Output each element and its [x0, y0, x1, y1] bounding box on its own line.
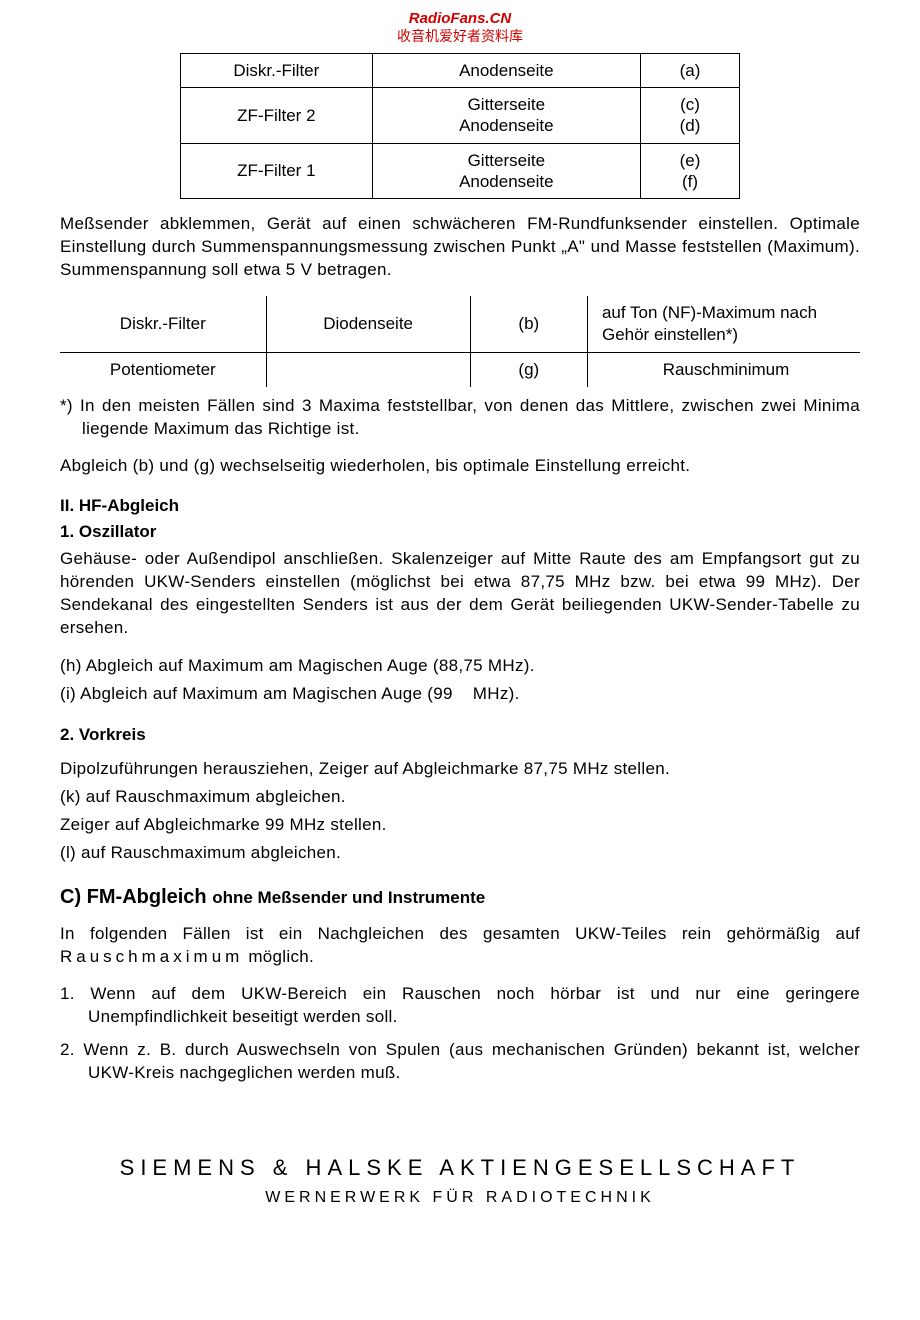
section-c-subtitle: ohne Meßsender und Instrumente: [212, 888, 485, 907]
footer-company: SIEMENS & HALSKE AKTIENGESELLSCHAFT: [60, 1155, 860, 1181]
section-c-item-1: 1. Wenn auf dem UKW-Bereich ein Rauschen…: [60, 983, 860, 1029]
cell: GitterseiteAnodenseite: [372, 88, 640, 144]
cell: (b): [470, 296, 587, 353]
paragraph-1: Meßsender abklemmen, Gerät auf einen sch…: [60, 213, 860, 282]
filter-table-1: Diskr.-Filter Anodenseite (a) ZF-Filter …: [180, 53, 740, 199]
heading-vorkreis: 2. Vorkreis: [60, 725, 860, 745]
paragraph-2: Abgleich (b) und (g) wechselseitig wiede…: [60, 455, 860, 478]
watermark: RadioFans.CN 收音机爱好者资料库: [60, 10, 860, 45]
document-page: RadioFans.CN 收音机爱好者资料库 Diskr.-Filter Ano…: [0, 0, 920, 1247]
heading-hf-abgleich: II. HF-Abgleich: [60, 496, 860, 516]
cell: (c)(d): [640, 88, 739, 144]
intro-spaced: Rauschmaximum: [60, 947, 243, 966]
cell: Rauschminimum: [587, 353, 860, 388]
oszillator-text: Gehäuse- oder Außendipol anschließen. Sk…: [60, 548, 860, 640]
cell: auf Ton (NF)-Maximum nach Gehör einstell…: [587, 296, 860, 353]
footer: SIEMENS & HALSKE AKTIENGESELLSCHAFT WERN…: [60, 1155, 860, 1207]
intro-post: möglich.: [243, 947, 314, 966]
cell: Diskr.-Filter: [60, 296, 266, 353]
footer-division: WERNERWERK FÜR RADIOTECHNIK: [60, 1189, 860, 1207]
intro-pre: In folgenden Fällen ist ein Nachgleichen…: [60, 924, 860, 943]
cell: (e)(f): [640, 143, 739, 199]
watermark-line1: RadioFans.CN: [60, 10, 860, 28]
cell: Diskr.-Filter: [181, 53, 373, 87]
watermark-line2: 收音机爱好者资料库: [60, 28, 860, 45]
table-row: ZF-Filter 1 GitterseiteAnodenseite (e)(f…: [181, 143, 740, 199]
section-c-title: C) FM-Abgleich: [60, 886, 207, 908]
section-c-intro: In folgenden Fällen ist ein Nachgleichen…: [60, 923, 860, 969]
vorkreis-line-4: (l) auf Rauschmaximum abgleichen.: [60, 841, 860, 865]
table-row: Potentiometer (g) Rauschminimum: [60, 353, 860, 388]
vorkreis-line-2: (k) auf Rauschmaximum abgleichen.: [60, 785, 860, 809]
cell: ZF-Filter 2: [181, 88, 373, 144]
cell: [266, 353, 470, 388]
footnote: *) In den meisten Fällen sind 3 Maxima f…: [60, 395, 860, 441]
table-row: Diskr.-Filter Anodenseite (a): [181, 53, 740, 87]
heading-oszillator: 1. Oszillator: [60, 522, 860, 542]
vorkreis-line-3: Zeiger auf Abgleichmarke 99 MHz stellen.: [60, 813, 860, 837]
item-i: (i) Abgleich auf Maximum am Magischen Au…: [60, 682, 860, 706]
cell: Anodenseite: [372, 53, 640, 87]
cell: GitterseiteAnodenseite: [372, 143, 640, 199]
vorkreis-line-1: Dipolzuführungen herausziehen, Zeiger au…: [60, 757, 860, 781]
section-c-item-2: 2. Wenn z. B. durch Auswechseln von Spul…: [60, 1039, 860, 1085]
cell: ZF-Filter 1: [181, 143, 373, 199]
cell: (a): [640, 53, 739, 87]
item-h: (h) Abgleich auf Maximum am Magischen Au…: [60, 654, 860, 678]
cell: Potentiometer: [60, 353, 266, 388]
table-row: ZF-Filter 2 GitterseiteAnodenseite (c)(d…: [181, 88, 740, 144]
filter-table-2: Diskr.-Filter Diodenseite (b) auf Ton (N…: [60, 296, 860, 387]
cell: (g): [470, 353, 587, 388]
table-row: Diskr.-Filter Diodenseite (b) auf Ton (N…: [60, 296, 860, 353]
cell: Diodenseite: [266, 296, 470, 353]
heading-section-c: C) FM-Abgleich ohne Meßsender und Instru…: [60, 886, 860, 909]
